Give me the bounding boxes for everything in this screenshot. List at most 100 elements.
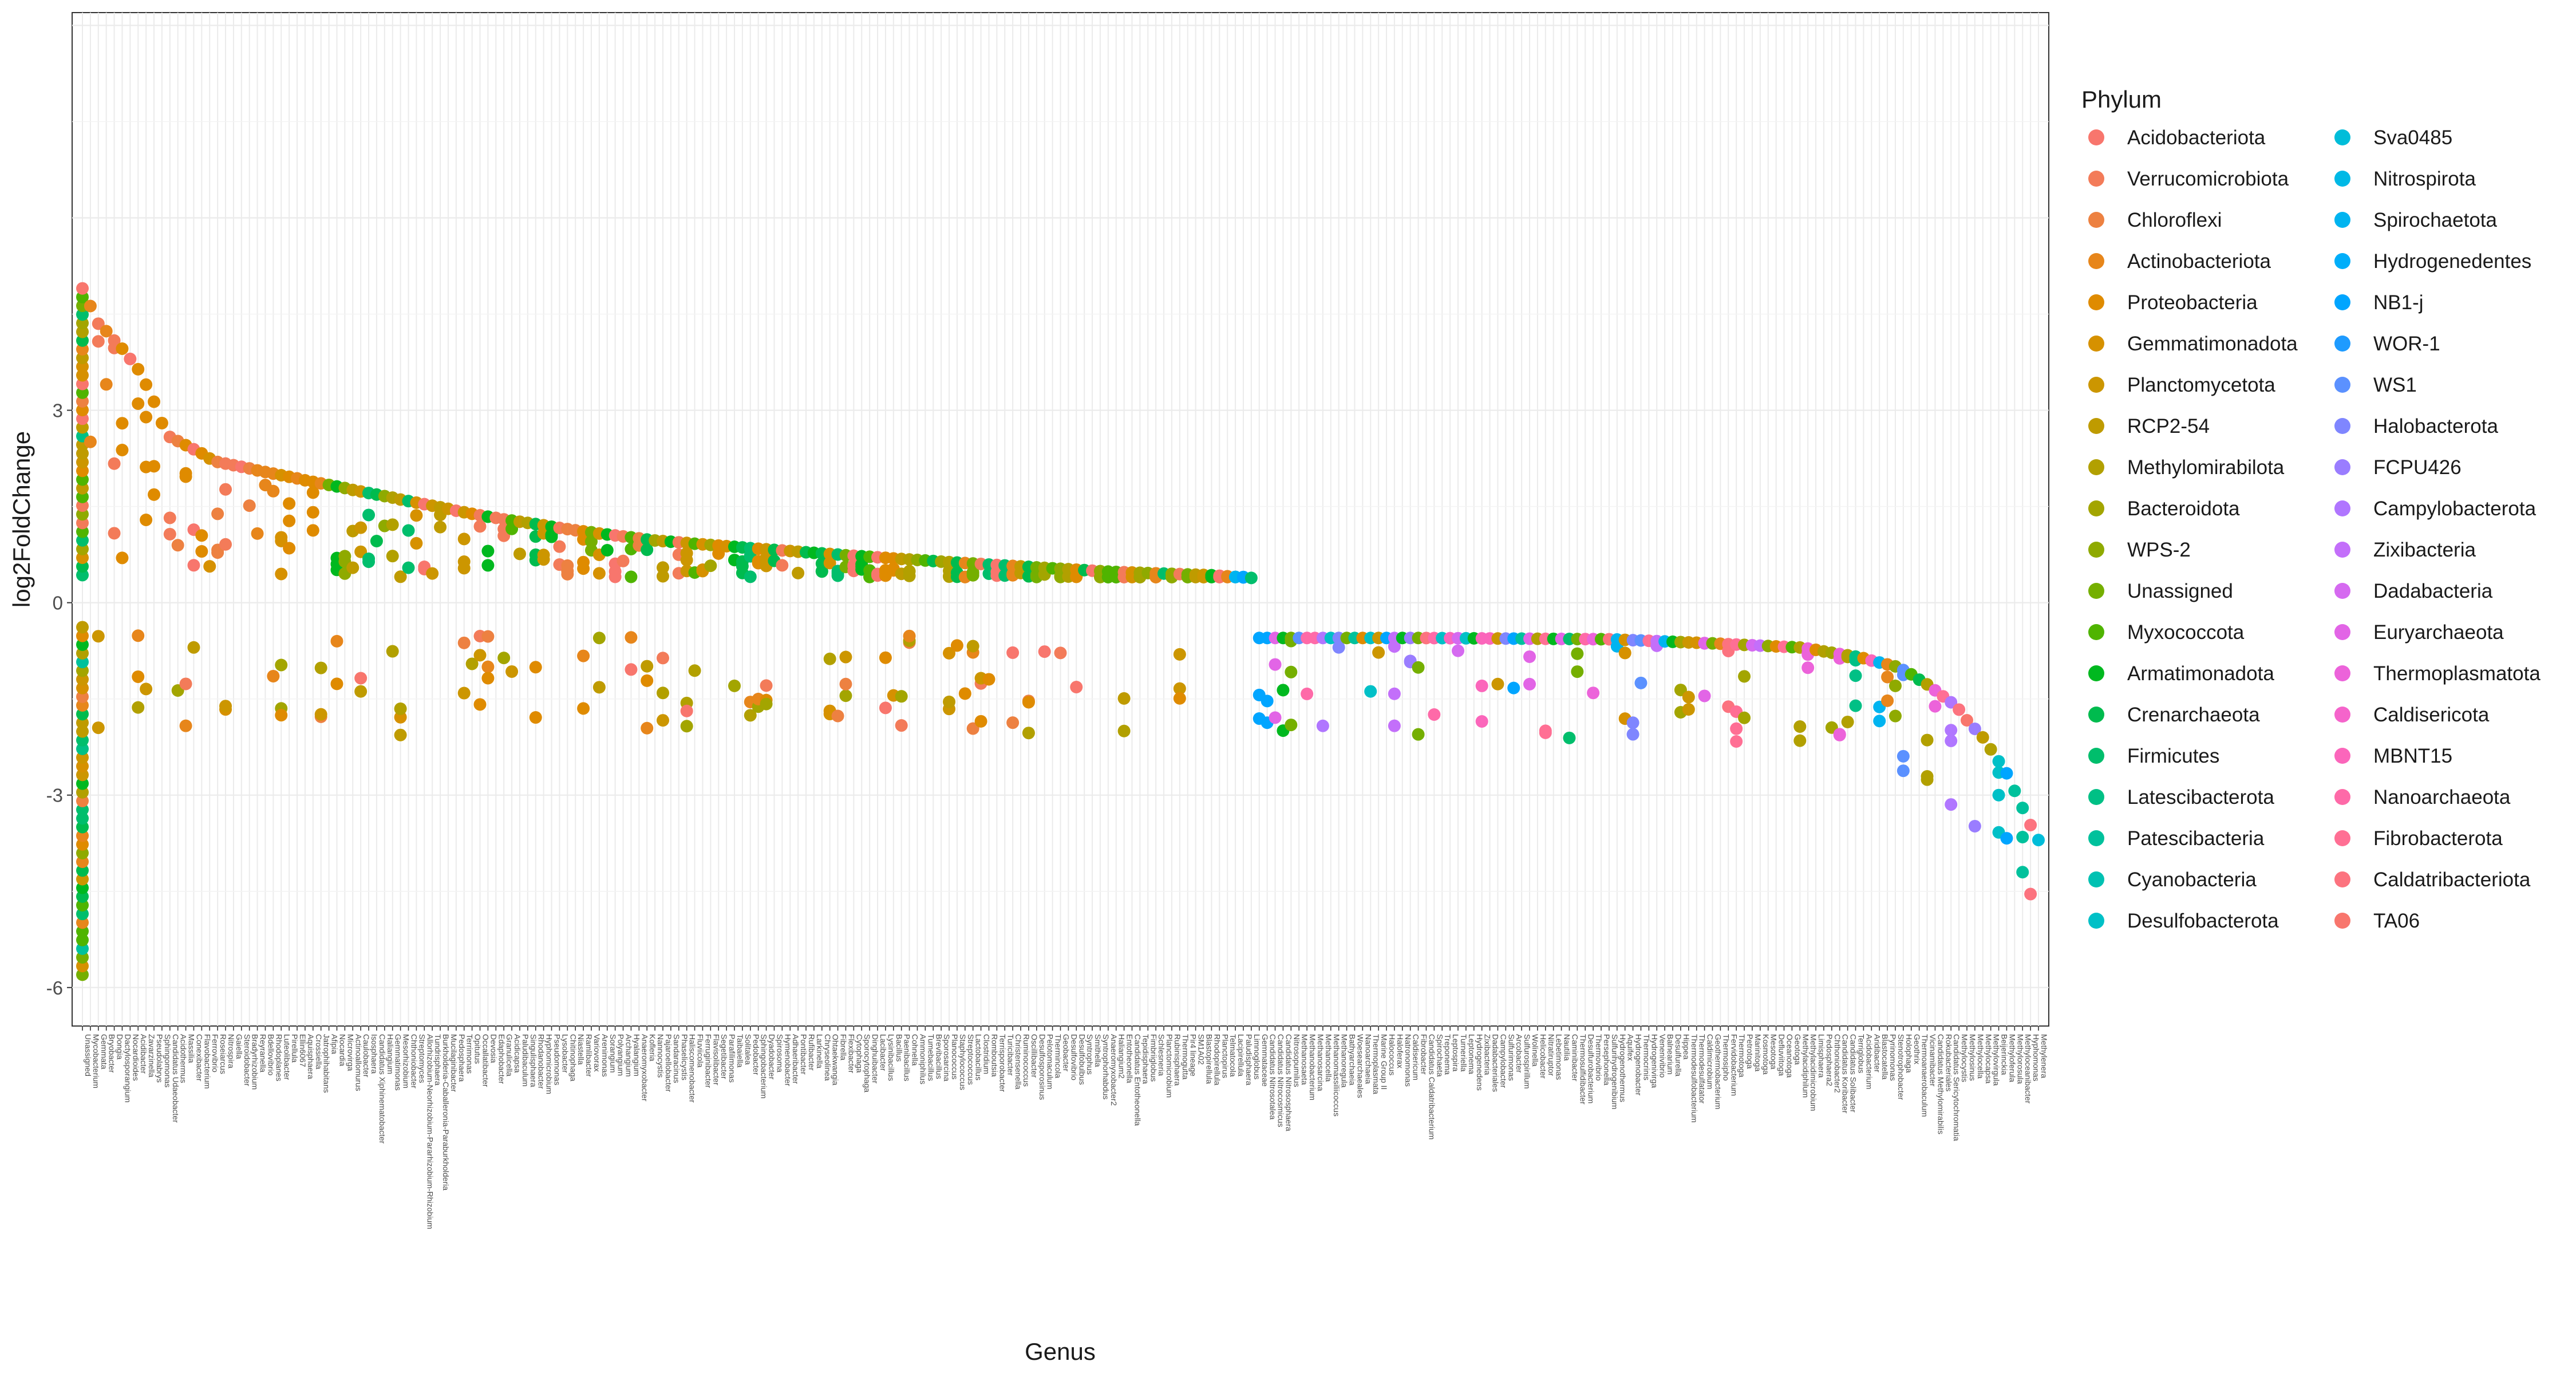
data-point bbox=[76, 508, 89, 521]
data-point bbox=[2000, 832, 2013, 845]
x-tick-label: Ferrovibrio bbox=[211, 1034, 220, 1072]
data-point bbox=[243, 499, 256, 512]
legend-label: Patescibacteria bbox=[2127, 827, 2265, 850]
x-tick-label: Marine Group II bbox=[1380, 1034, 1389, 1090]
legend-item: Dadabacteria bbox=[2324, 574, 2570, 608]
x-tick-label: Nitrospira bbox=[227, 1034, 236, 1068]
data-point bbox=[76, 317, 89, 330]
x-tick-label: Acidicapsa bbox=[513, 1034, 522, 1073]
data-point bbox=[410, 509, 423, 522]
legend-item: Fibrobacterota bbox=[2324, 821, 2570, 855]
data-point bbox=[1968, 722, 1981, 735]
x-tick-label: Fibrella bbox=[839, 1034, 848, 1060]
x-tick-label: Methylacidimicrobium bbox=[1809, 1034, 1818, 1111]
x-tick-label: Paludisphaera bbox=[1244, 1034, 1254, 1086]
x-tick-label: Treponema bbox=[1443, 1034, 1452, 1075]
data-point bbox=[1571, 665, 1584, 678]
data-point bbox=[1945, 724, 1958, 737]
x-tick-label: Planctomicrobium bbox=[1165, 1034, 1174, 1098]
x-tick-label: Methylacidiphilum bbox=[1801, 1034, 1810, 1098]
data-point bbox=[148, 488, 161, 501]
x-tick-label: Spirochaeta bbox=[1435, 1034, 1444, 1077]
x-tick-label: Chryseolinea bbox=[823, 1034, 832, 1081]
x-tick-label: Jatrophihabitans bbox=[322, 1034, 331, 1093]
data-point bbox=[815, 565, 828, 578]
data-point bbox=[267, 484, 280, 498]
x-tick-label: Telmatocola bbox=[1228, 1034, 1238, 1077]
x-tick-label: Oscillibacter bbox=[1030, 1034, 1039, 1078]
x-tick-label: Syntrophus bbox=[1085, 1034, 1095, 1075]
x-tick-label: Edaphobacter bbox=[497, 1034, 506, 1084]
data-point bbox=[394, 728, 407, 741]
data-point bbox=[76, 916, 89, 929]
legend-swatch bbox=[2334, 871, 2350, 887]
x-tick-label: Methylorosula bbox=[2016, 1034, 2025, 1084]
x-tick-label: Thermovibrio bbox=[1594, 1034, 1603, 1081]
data-point bbox=[688, 664, 701, 677]
x-tick-label: Rokubacteriales bbox=[1944, 1034, 1953, 1091]
data-point bbox=[1332, 641, 1345, 654]
x-tick-label: Candidatus Xiphinematobacter bbox=[378, 1034, 387, 1144]
x-tick-label: Occallatibacter bbox=[481, 1034, 491, 1087]
x-tick-label: Dinghuibacter bbox=[871, 1034, 880, 1084]
data-point bbox=[1412, 661, 1425, 674]
legend-swatch bbox=[2334, 212, 2350, 228]
data-point bbox=[641, 674, 654, 687]
x-tick-label: Helicobacter bbox=[1539, 1034, 1548, 1079]
x-tick-label: Mycobacterium bbox=[92, 1034, 101, 1088]
data-point bbox=[76, 968, 89, 981]
data-point bbox=[76, 725, 89, 738]
x-tick-label: Vicinamibacter bbox=[1929, 1034, 1938, 1087]
x-tick-label: Brevibacillus bbox=[934, 1034, 943, 1079]
data-point bbox=[76, 646, 89, 660]
x-tick-label: Venenivibrio bbox=[1658, 1034, 1667, 1078]
data-point bbox=[943, 695, 956, 708]
legend-item: WS1 bbox=[2324, 368, 2570, 402]
data-point bbox=[1173, 692, 1186, 705]
data-point bbox=[203, 560, 216, 573]
legend-label: Verrucomicrobiota bbox=[2127, 168, 2289, 190]
data-point bbox=[2016, 830, 2029, 843]
data-point bbox=[76, 342, 89, 356]
x-tick-label: Methylosinus bbox=[1968, 1034, 1977, 1081]
data-point bbox=[1285, 665, 1298, 678]
data-point bbox=[1793, 734, 1807, 747]
x-tick-label: Staphylococcus bbox=[958, 1034, 967, 1090]
x-tick-label: Chitinophaga bbox=[568, 1034, 578, 1082]
data-point bbox=[641, 721, 654, 735]
x-tick-label: Petrotoga bbox=[1745, 1034, 1755, 1069]
data-point bbox=[641, 543, 654, 557]
data-point bbox=[76, 629, 89, 642]
data-point bbox=[76, 951, 89, 964]
legend-swatch bbox=[2334, 253, 2350, 269]
data-point bbox=[219, 538, 232, 551]
x-tick-label: Bdellovibrio bbox=[266, 1034, 275, 1076]
data-point bbox=[92, 630, 105, 643]
data-point bbox=[1070, 680, 1083, 693]
data-point bbox=[76, 516, 89, 530]
data-point bbox=[1833, 728, 1846, 741]
data-point bbox=[1539, 726, 1552, 739]
x-tick-label: Pseudomonas bbox=[553, 1034, 562, 1086]
x-tick-label: Haloferax bbox=[1396, 1034, 1405, 1068]
data-point bbox=[1475, 715, 1488, 728]
data-point bbox=[267, 669, 280, 682]
data-point bbox=[457, 686, 471, 700]
legend-swatch bbox=[2088, 583, 2104, 599]
x-tick-label: Sporosarcina bbox=[942, 1034, 951, 1082]
data-point bbox=[831, 569, 844, 582]
legend-item: Proteobacteria bbox=[2078, 285, 2324, 319]
data-point bbox=[275, 709, 288, 722]
data-point bbox=[76, 638, 89, 651]
data-point bbox=[465, 657, 479, 670]
data-point bbox=[76, 394, 89, 408]
data-point bbox=[76, 569, 89, 582]
data-point bbox=[561, 565, 574, 578]
x-tick-label: Beijerinckia bbox=[2000, 1034, 2009, 1075]
legend-label: Planctomycetota bbox=[2127, 374, 2275, 396]
legend-label: Myxococcota bbox=[2127, 621, 2245, 644]
legend-item: Spirochaetota bbox=[2324, 203, 2570, 237]
data-point bbox=[386, 550, 399, 563]
x-tick-label: Thermincola bbox=[1054, 1034, 1063, 1078]
data-point bbox=[76, 325, 89, 338]
